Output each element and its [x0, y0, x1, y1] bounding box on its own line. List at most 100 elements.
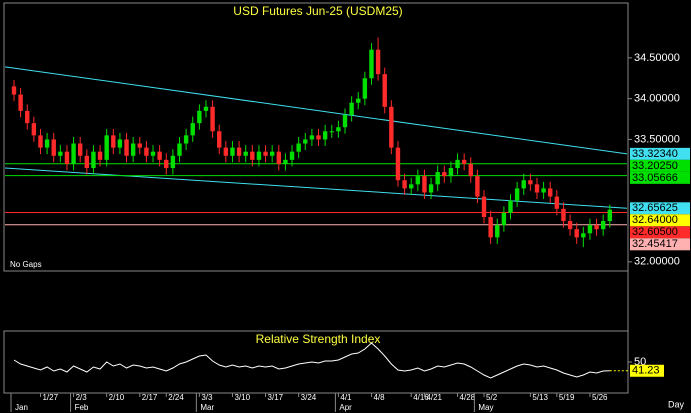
candle-body [296, 143, 301, 152]
candle-body [38, 135, 43, 148]
candle-body [170, 155, 176, 169]
candle-body [475, 176, 480, 197]
candle-body [322, 131, 328, 140]
candle-body [468, 163, 473, 177]
candle-body [197, 110, 202, 124]
candle-body [461, 159, 467, 164]
candle-body [481, 196, 487, 217]
candle-body [84, 155, 90, 169]
candle-body [382, 74, 387, 107]
candle-body [111, 135, 116, 148]
candle-body [276, 151, 281, 164]
level-box [630, 171, 690, 184]
candle-body [422, 176, 427, 193]
candle-body [600, 221, 606, 230]
y-tick-label: 34.00000 [634, 93, 680, 105]
x-tick-label: 5/2 [486, 393, 498, 402]
level-box [630, 226, 690, 239]
level-label: 33.32340 [632, 148, 678, 160]
candle-body [342, 114, 348, 128]
candle-body [514, 188, 520, 201]
candle-body [183, 135, 189, 144]
candle-body [31, 123, 37, 136]
month-label: May [478, 403, 493, 412]
candle-body [203, 106, 209, 111]
level-box [630, 202, 690, 215]
candle-body [289, 151, 295, 160]
rsi-title: Relative Strength Index [256, 332, 381, 346]
candle-body [395, 147, 401, 181]
candle-body [402, 180, 407, 189]
candle-body [263, 151, 268, 156]
candle-body [356, 98, 361, 103]
candle-body [495, 225, 500, 238]
candle-body [534, 184, 540, 193]
candle-body [428, 184, 434, 193]
candle-body [548, 188, 553, 197]
level-box [630, 238, 690, 251]
candle-body [561, 208, 566, 222]
candle-body [554, 196, 560, 209]
candle-body [362, 78, 368, 99]
candle-body [528, 180, 533, 185]
rsi-line [13, 342, 610, 379]
candle-body [369, 49, 374, 79]
level-label: 33.20250 [632, 160, 678, 172]
candle-body [236, 147, 242, 156]
candle-body [409, 184, 414, 189]
candle-body [329, 131, 334, 133]
candle-body [574, 229, 579, 238]
y-tick-label: 34.50000 [634, 52, 680, 64]
candle-body [508, 200, 513, 213]
x-tick-label: 2/24 [168, 393, 184, 402]
candle-body [581, 233, 586, 238]
candle-body [435, 172, 440, 185]
candle-body [157, 151, 162, 160]
candle-body [177, 143, 182, 156]
candle-body [607, 209, 612, 222]
level-label: 32.64000 [632, 214, 678, 226]
x-tick-label: 1/27 [42, 393, 58, 402]
candle-body [18, 94, 23, 111]
candle-body [11, 86, 17, 95]
y-tick-label: 33.50000 [634, 133, 680, 145]
candle-body [190, 123, 195, 136]
candle-body [375, 49, 381, 75]
candle-body [269, 151, 275, 156]
candle-body [256, 151, 262, 160]
month-label: Feb [75, 403, 89, 412]
candle-body [25, 110, 30, 124]
x-tick-label: 4/21 [426, 393, 442, 402]
trendline [4, 167, 628, 209]
candle-body [455, 159, 460, 169]
x-tick-label: 3/24 [301, 393, 317, 402]
candle-body [243, 151, 248, 156]
candle-body [594, 225, 599, 230]
candle-body [104, 135, 109, 160]
candle-body [117, 139, 123, 148]
x-tick-label: 3/3 [201, 393, 213, 402]
x-tick-label: 5/26 [592, 393, 608, 402]
candle-body [51, 139, 56, 156]
trendline [4, 66, 628, 155]
candle-body [164, 159, 169, 169]
candle-body [64, 151, 70, 164]
candle-body [210, 106, 215, 132]
price-panel [3, 2, 629, 272]
x-tick-label: 4/1 [340, 393, 352, 402]
level-box [630, 159, 690, 172]
candle-body [130, 143, 136, 156]
candle-body [488, 216, 493, 238]
candle-body [58, 151, 63, 156]
x-tick-label: 4/8 [373, 393, 385, 402]
candle-body [316, 135, 321, 140]
candle-body [442, 172, 447, 177]
level-label: 32.60500 [632, 226, 678, 238]
x-tick-label: 2/3 [76, 393, 88, 402]
x-tick-label: 5/19 [559, 393, 575, 402]
y-tick-label: 32.00000 [634, 256, 680, 268]
x-tick-label: 2/10 [109, 393, 125, 402]
candle-body [150, 151, 156, 156]
level-label: 32.45417 [632, 238, 678, 250]
x-tick-label: 3/17 [268, 393, 284, 402]
